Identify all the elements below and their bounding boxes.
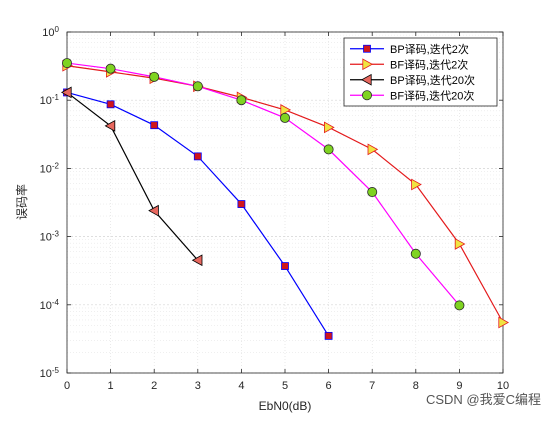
- x-tick-label: 7: [369, 380, 375, 392]
- y-axis-title: 误码率: [14, 184, 29, 220]
- series-1-point: [150, 121, 159, 130]
- legend-marker-3: [360, 73, 372, 86]
- series-line-4: [66, 62, 460, 306]
- series-4-point: [279, 112, 290, 123]
- series-1-point: [193, 152, 202, 161]
- y-tick-label: 10-4: [40, 297, 60, 312]
- y-tick-label: 10-3: [40, 229, 60, 244]
- x-tick-label: 2: [151, 380, 157, 392]
- x-tick-label: 8: [413, 380, 419, 392]
- series-2-point: [498, 316, 510, 329]
- watermark: CSDN @我爱C编程: [426, 392, 541, 407]
- series-4-point: [149, 71, 160, 82]
- series-2-point: [323, 121, 335, 134]
- legend-label-3: BP译码,迭代20次: [390, 73, 475, 87]
- y-tick-label: 10-1: [40, 93, 60, 108]
- x-tick-label: 5: [282, 380, 288, 392]
- series-line-3: [66, 91, 199, 261]
- series-3-point: [191, 254, 203, 267]
- legend-marker-2: [362, 58, 374, 71]
- series-3-point: [104, 120, 116, 132]
- series-4-point: [192, 81, 203, 92]
- x-tick-label: 10: [497, 380, 509, 392]
- x-axis-title: EbN0(dB): [259, 399, 312, 413]
- series-2-point: [367, 143, 379, 156]
- x-tick-label: 9: [456, 380, 462, 392]
- legend-label-2: BF译码,迭代2次: [390, 57, 468, 71]
- legend-label-1: BP译码,迭代2次: [390, 42, 469, 56]
- series-4-point: [105, 63, 116, 74]
- y-tick-label: 10-5: [40, 366, 60, 381]
- series-4-point: [367, 187, 378, 198]
- series-1-point: [237, 200, 246, 208]
- series-4-point: [62, 58, 73, 69]
- legend-label-4: BF译码,迭代20次: [390, 88, 474, 102]
- series-4-point: [236, 95, 247, 106]
- y-tick-label: 100: [42, 25, 59, 40]
- x-tick-label: 1: [108, 380, 114, 392]
- x-tick-label: 6: [326, 380, 332, 392]
- series-2-point: [454, 238, 466, 250]
- x-tick-label: 4: [238, 380, 244, 392]
- y-tick-label: 10-2: [40, 161, 60, 176]
- series-3-point: [60, 86, 72, 99]
- x-tick-label: 0: [64, 380, 70, 392]
- series-1-point: [281, 262, 289, 270]
- legend-marker-1: [363, 44, 371, 53]
- series-2-point: [280, 104, 292, 116]
- series-1-point: [324, 331, 333, 340]
- series-4-point: [454, 300, 465, 311]
- series-3-point: [148, 204, 159, 217]
- series-1-point: [106, 100, 115, 109]
- series-4-point: [323, 144, 334, 155]
- series-2-point: [411, 178, 422, 191]
- series-4-point: [410, 248, 421, 259]
- legend-marker-4: [361, 90, 372, 101]
- x-tick-label: 3: [195, 380, 201, 392]
